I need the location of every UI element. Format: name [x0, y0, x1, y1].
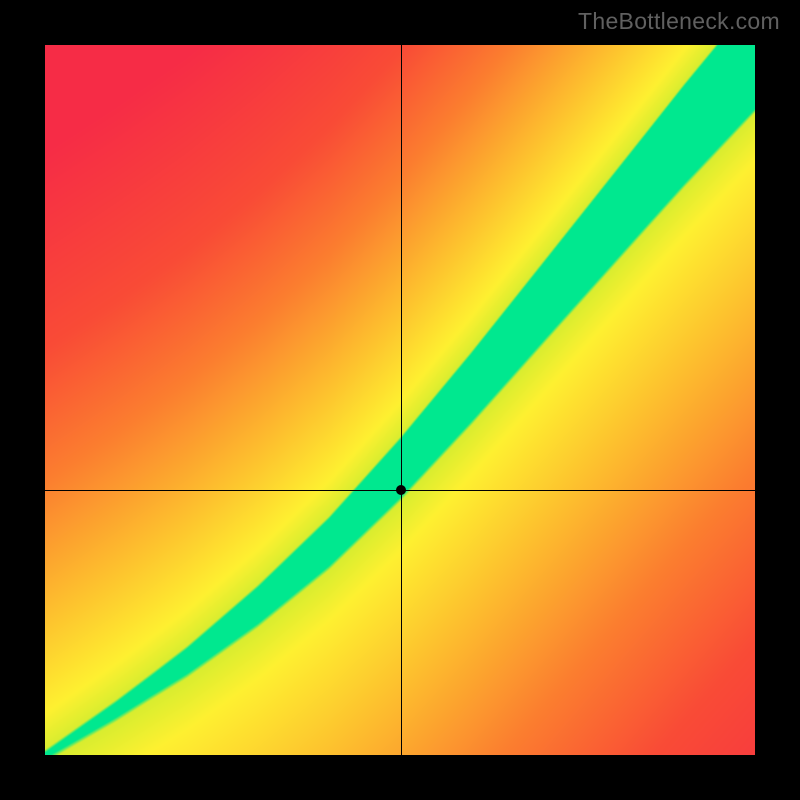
watermark-text: TheBottleneck.com	[578, 8, 780, 35]
bottleneck-heatmap	[45, 45, 755, 755]
crosshair-vertical	[401, 45, 402, 755]
crosshair-marker	[396, 485, 406, 495]
